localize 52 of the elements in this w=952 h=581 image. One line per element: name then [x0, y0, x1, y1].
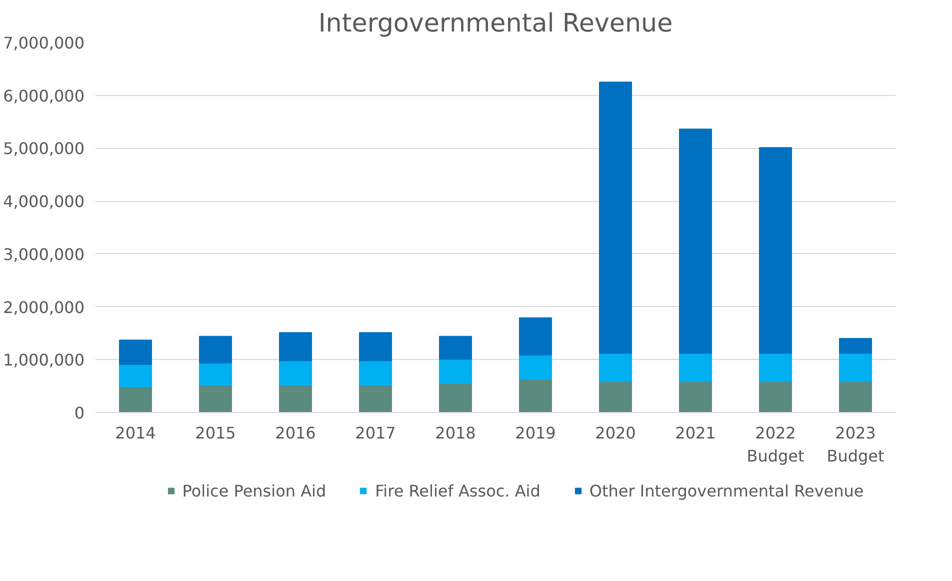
x-tick-label: 2021: [675, 424, 716, 442]
bar: [839, 352, 872, 382]
x-tick-label: 2014: [115, 424, 156, 442]
bar: [199, 336, 232, 364]
bar: [599, 352, 632, 382]
x-tick-label: 2016: [275, 424, 316, 442]
bar: [199, 384, 232, 412]
y-tick-label: 2,000,000: [3, 298, 85, 317]
chart-title: Intergovernmental Revenue: [318, 8, 673, 38]
bar: [119, 340, 152, 365]
x-tick-label: 2020: [595, 424, 636, 442]
y-tick-label: 0: [74, 404, 85, 422]
bar: [119, 386, 152, 412]
bar: [279, 360, 312, 386]
bar: [519, 378, 552, 412]
bar: [679, 380, 712, 412]
bar: [439, 358, 472, 384]
y-tick-label: 5,000,000: [3, 139, 85, 158]
bar: [279, 384, 312, 412]
bar: [439, 336, 472, 360]
x-tick-label: 2019: [515, 424, 556, 442]
x-tick-label: 2022 Budget: [746, 424, 804, 466]
bar: [359, 360, 392, 386]
y-tick-label: 1,000,000: [3, 350, 85, 370]
x-tick-label: 2018: [435, 424, 476, 442]
bar: [199, 362, 232, 386]
bar: [359, 332, 392, 362]
y-tick-label: 4,000,000: [3, 192, 85, 212]
x-tick-label: 2023 Budget: [826, 424, 884, 466]
bar: [119, 364, 152, 388]
bar: [279, 332, 312, 362]
bar: [679, 128, 712, 354]
bar: [759, 352, 792, 382]
legend-label: Other Intergovernmental Revenue: [589, 481, 864, 500]
bar: [519, 354, 552, 380]
bar: [439, 382, 472, 412]
legend-label: Police Pension Aid: [182, 481, 326, 500]
x-tick-label: 2015: [195, 424, 236, 442]
bar: [759, 380, 792, 412]
y-tick-label: 7,000,000: [3, 34, 85, 52]
bar: [599, 380, 632, 412]
x-tick-label: 2017: [355, 424, 396, 442]
bar: [839, 338, 872, 354]
y-tick-label: 6,000,000: [3, 86, 85, 106]
bar: [839, 380, 872, 412]
bar: [519, 317, 552, 356]
bar: [359, 384, 392, 412]
legend-label: Fire Relief Assoc. Aid: [375, 481, 540, 500]
bar: [599, 82, 632, 354]
bar: [759, 147, 792, 354]
y-tick-label: 3,000,000: [3, 244, 85, 264]
bar: [679, 352, 712, 382]
